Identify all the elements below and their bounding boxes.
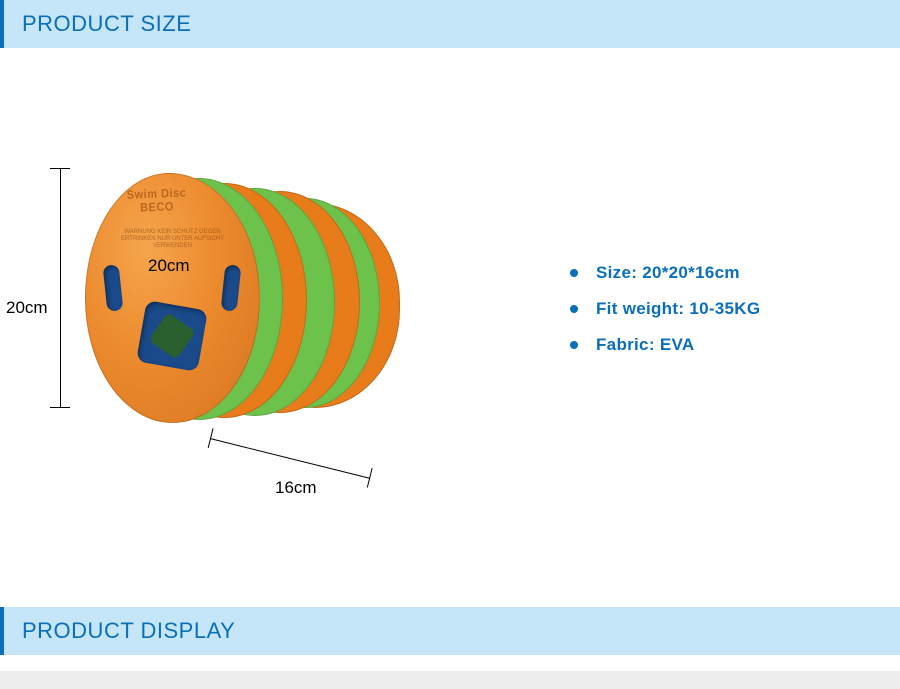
dimension-height-inner-label: 20cm — [148, 256, 190, 276]
emboss-line2: BECO — [140, 200, 174, 214]
arm-slot — [221, 264, 242, 311]
dimension-line-horizontal — [210, 438, 370, 479]
spec-value: 10-35KG — [689, 299, 760, 319]
emboss-text: Swim Disc BECO — [127, 187, 187, 216]
footer-strip — [0, 671, 900, 689]
bullet-icon — [570, 305, 578, 313]
warning-text: WARNUNG KEIN SCHUTZ GEGEN ERTRINKEN NUR … — [115, 229, 230, 251]
product-illustration: Swim Disc BECO WARNUNG KEIN SCHUTZ GEGEN… — [80, 173, 390, 428]
disc-face-details: Swim Disc BECO WARNUNG KEIN SCHUTZ GEGEN… — [85, 173, 260, 423]
emboss-line1: Swim Disc — [127, 187, 187, 202]
content-area: 20cm 20cm Swim Disc BECO WARNUNG KEIN SC… — [0, 48, 900, 607]
dimension-depth-label: 16cm — [275, 478, 317, 498]
spec-panel: Size: 20*20*16cm Fit weight: 10-35KG Fab… — [490, 48, 900, 607]
product-figure: 20cm 20cm Swim Disc BECO WARNUNG KEIN SC… — [0, 48, 490, 607]
bullet-icon — [570, 269, 578, 277]
bullet-icon — [570, 341, 578, 349]
spec-item: Size: 20*20*16cm — [570, 263, 900, 283]
spec-value: EVA — [660, 335, 695, 355]
spec-label: Fit weight: — [596, 299, 684, 319]
spec-value: 20*20*16cm — [642, 263, 740, 283]
dimension-line-vertical — [60, 168, 61, 408]
header-bar: PRODUCT SIZE — [0, 0, 900, 48]
header-title: PRODUCT SIZE — [22, 11, 191, 37]
spec-item: Fit weight: 10-35KG — [570, 299, 900, 319]
spec-label: Size: — [596, 263, 637, 283]
spec-item: Fabric: EVA — [570, 335, 900, 355]
footer-bar: PRODUCT DISPLAY — [0, 607, 900, 655]
spec-list: Size: 20*20*16cm Fit weight: 10-35KG Fab… — [570, 263, 900, 355]
footer-title: PRODUCT DISPLAY — [22, 618, 235, 644]
center-hole — [136, 300, 208, 372]
arm-slot — [103, 264, 124, 311]
dimension-height-label: 20cm — [6, 298, 48, 318]
spec-label: Fabric: — [596, 335, 655, 355]
